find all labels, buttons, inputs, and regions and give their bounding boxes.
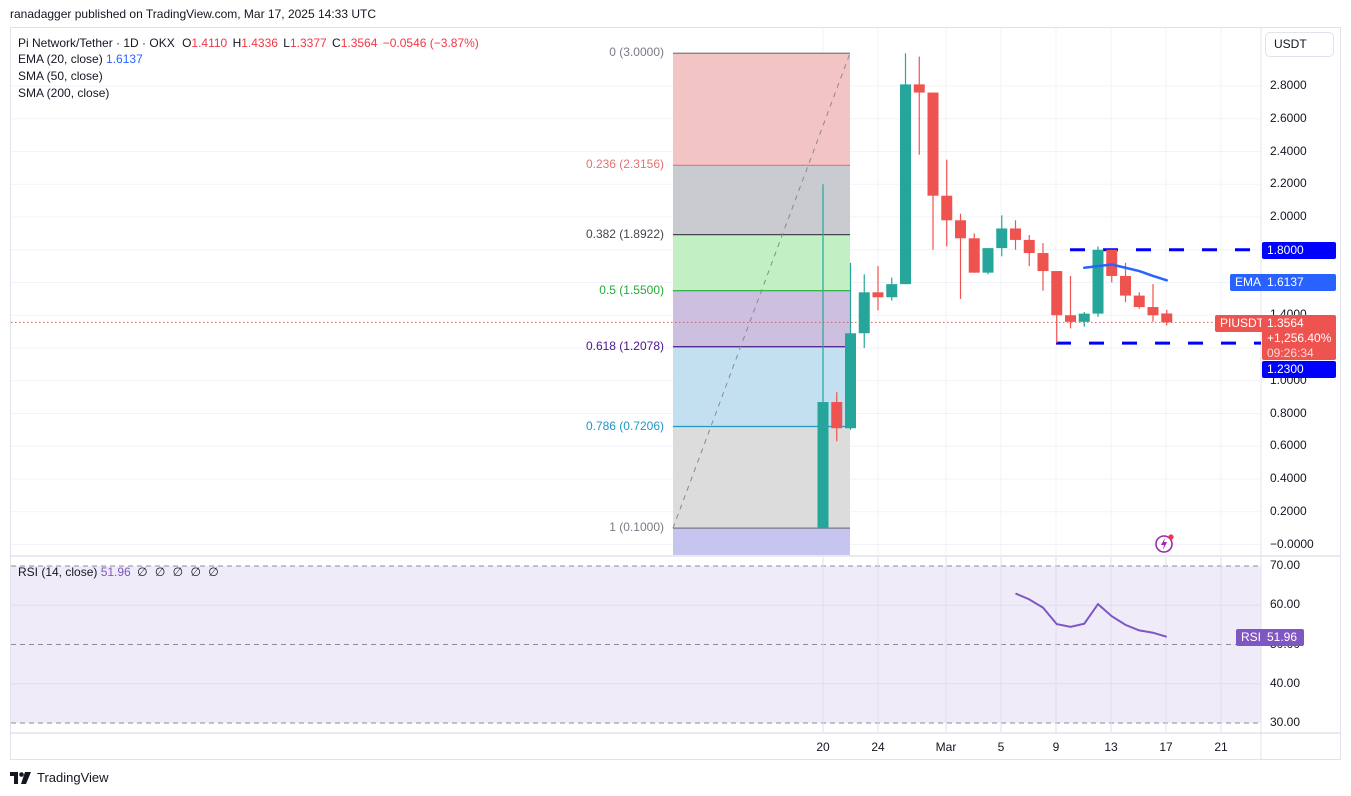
close-label: C xyxy=(332,36,341,50)
time-axis-label: 21 xyxy=(1214,740,1228,754)
rsi-line[interactable] xyxy=(1015,592,1168,638)
fib-level-label: 0.618 (1.2078) xyxy=(585,338,664,353)
candle[interactable] xyxy=(1078,311,1090,327)
ema-label: EMA (20, close) xyxy=(18,52,103,66)
rsi-name-tag: RSI xyxy=(1236,629,1267,646)
candle[interactable] xyxy=(900,53,911,285)
candle[interactable] xyxy=(1147,284,1159,322)
candle[interactable] xyxy=(955,213,966,299)
publish-line: ranadagger published on TradingView.com,… xyxy=(10,7,377,21)
rsi-axis-label: 40.00 xyxy=(1270,675,1301,690)
sma200-label: SMA (200, close) xyxy=(18,86,110,100)
price-axis-label: 0.2000 xyxy=(1270,503,1307,518)
candle[interactable] xyxy=(1092,246,1104,317)
currency-button[interactable]: USDT xyxy=(1265,32,1334,57)
candle[interactable] xyxy=(1010,220,1021,250)
time-axis-label: 20 xyxy=(816,740,830,754)
bar-countdown: 09:26:34 xyxy=(1267,346,1314,360)
fib-level-label: 0.786 (0.7206) xyxy=(585,418,664,433)
ohlc-values: O1.4110 H1.4336 L1.3377 C1.3564 −0.0546 … xyxy=(180,36,479,50)
rsi-value-tag: 51.96 xyxy=(1262,629,1304,646)
time-axis-label: 5 xyxy=(997,740,1005,754)
price-axis-label: 2.0000 xyxy=(1270,209,1307,223)
tradingview-logo-icon xyxy=(10,771,31,784)
time-axis-label: 9 xyxy=(1052,740,1060,754)
price-axis-label: 2.8000 xyxy=(1270,78,1307,92)
tradingview-logo[interactable]: TradingView xyxy=(10,770,109,785)
open-label: O xyxy=(182,36,192,50)
time-axis-label: 24 xyxy=(871,740,885,754)
rsi-axis-label: 70.00 xyxy=(1270,558,1301,572)
high-label: H xyxy=(232,36,242,50)
symbol-title: Pi Network/Tether · 1D · OKX xyxy=(18,36,175,50)
lightning-event-icon[interactable] xyxy=(1154,532,1176,554)
ema-value: 1.6137 xyxy=(106,52,143,66)
low-label: L xyxy=(283,36,290,50)
candle[interactable] xyxy=(817,184,829,529)
price-axis-label: 2.4000 xyxy=(1270,143,1307,158)
candle[interactable] xyxy=(1120,262,1131,303)
rsi-extra-values: ∅ ∅ ∅ ∅ ∅ xyxy=(137,565,221,579)
last-price-tag: 1.3564 +1,256.40% 09:26:34 xyxy=(1262,315,1336,360)
rsi-legend-value: 51.96 xyxy=(100,565,131,579)
candle[interactable] xyxy=(968,233,980,273)
change-value: −0.0546 (−3.87%) xyxy=(382,36,479,50)
tradingview-brand-text: TradingView xyxy=(37,770,109,785)
fib-level-label: 0.236 (2.3156) xyxy=(585,157,664,172)
low-value: 1.3377 xyxy=(289,36,327,50)
candle[interactable] xyxy=(941,159,953,247)
price-axis-label: −0.0000 xyxy=(1270,536,1314,551)
close-value: 1.3564 xyxy=(340,36,378,50)
candle[interactable] xyxy=(1037,243,1049,291)
fib-level-label: 0 (3.0000) xyxy=(609,45,664,60)
fib-level-label: 0.382 (1.8922) xyxy=(585,226,664,241)
sma50-legend[interactable]: SMA (50, close) xyxy=(18,68,103,84)
candle[interactable] xyxy=(913,56,925,155)
price-axis-label: 0.6000 xyxy=(1270,438,1307,453)
candle[interactable] xyxy=(845,262,856,430)
candle[interactable] xyxy=(886,277,898,301)
price-axis-label: 2.6000 xyxy=(1270,110,1307,125)
rsi-axis-label: 60.00 xyxy=(1270,597,1301,612)
ema-legend[interactable]: EMA (20, close) 1.6137 xyxy=(18,51,143,67)
chart-frame xyxy=(10,27,1341,760)
candle[interactable] xyxy=(1065,275,1076,329)
candle[interactable] xyxy=(996,215,1008,257)
high-value: 1.4336 xyxy=(241,36,278,50)
candle[interactable] xyxy=(927,92,939,250)
resistance-level-tag: 1.8000 xyxy=(1262,242,1336,259)
time-axis-label: Mar xyxy=(935,740,957,754)
ema-name-tag: EMA xyxy=(1230,274,1267,291)
sma50-label: SMA (50, close) xyxy=(18,69,103,83)
candle[interactable] xyxy=(1133,292,1145,309)
change-percent: +1,256.40% xyxy=(1267,331,1332,345)
candle[interactable] xyxy=(1023,235,1035,267)
ema-value-tag: 1.6137 xyxy=(1262,274,1336,291)
symbol-name-tag: PIUSDT xyxy=(1215,315,1270,332)
price-axis-label: 0.4000 xyxy=(1270,471,1307,485)
price-axis-label: 2.2000 xyxy=(1270,176,1307,191)
candle[interactable] xyxy=(872,266,884,311)
time-axis-label: 17 xyxy=(1159,740,1173,754)
rsi-label: RSI (14, close) xyxy=(18,565,98,579)
candle[interactable] xyxy=(1161,309,1173,326)
candle[interactable] xyxy=(858,274,870,348)
support-level-tag: 1.2300 xyxy=(1262,361,1336,378)
fib-level-label: 0.5 (1.5500) xyxy=(599,282,664,297)
fib-level-label: 1 (0.1000) xyxy=(609,520,664,535)
candle[interactable] xyxy=(831,392,843,442)
time-axis-label: 13 xyxy=(1104,740,1118,754)
symbol-legend: Pi Network/Tether · 1D · OKX O1.4110 H1.… xyxy=(18,35,479,51)
rsi-legend[interactable]: RSI (14, close) 51.96 ∅ ∅ ∅ ∅ ∅ xyxy=(18,564,221,580)
price-axis-label: 0.8000 xyxy=(1270,405,1307,420)
last-price: 1.3564 xyxy=(1267,316,1304,330)
open-value: 1.4110 xyxy=(191,36,228,50)
sma200-legend[interactable]: SMA (200, close) xyxy=(18,85,109,101)
candle[interactable] xyxy=(982,248,994,275)
rsi-axis-label: 30.00 xyxy=(1270,715,1301,729)
candle[interactable] xyxy=(1106,249,1118,283)
candle[interactable] xyxy=(1051,271,1063,344)
ema-line[interactable] xyxy=(1083,263,1168,282)
